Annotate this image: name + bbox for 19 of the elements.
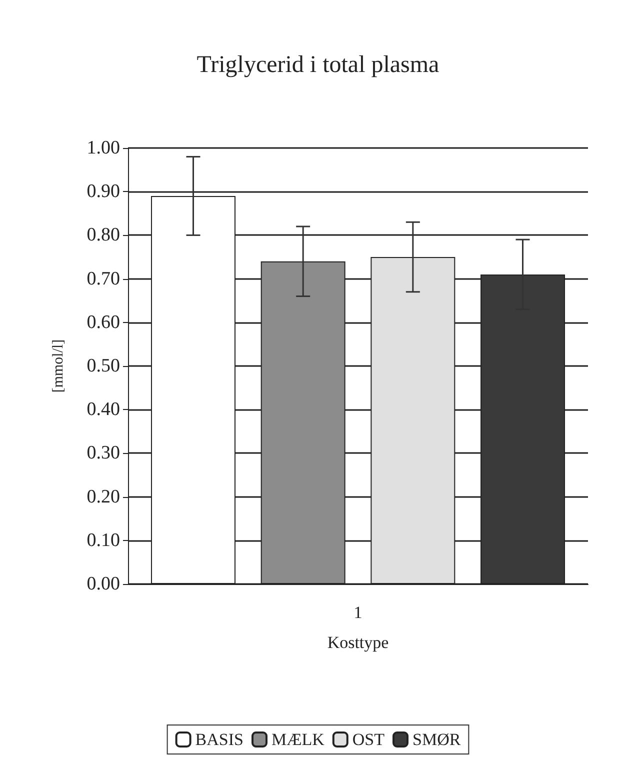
y-tick-label: 1.00 [86, 138, 120, 158]
y-tick-label: 0.90 [86, 181, 120, 202]
y-tick-label: 0.00 [86, 574, 120, 594]
y-tick-label: 0.60 [86, 312, 120, 333]
legend-label: OST [352, 730, 386, 749]
y-axis-title: [mmol/l] [50, 339, 66, 393]
y-tick-label: 0.40 [86, 399, 120, 420]
y-tick-label: 0.10 [86, 530, 120, 551]
y-tick-label: 0.80 [86, 224, 120, 246]
legend-label: MÆLK [271, 730, 326, 749]
y-tick-label: 0.70 [86, 268, 120, 290]
y-tick-label: 0.50 [86, 356, 120, 376]
y-tick-label: 0.30 [86, 442, 120, 464]
x-axis-title: Kosttype [327, 633, 389, 652]
legend-label: SMØR [412, 730, 462, 749]
legend-label: BASIS [195, 730, 244, 749]
x-tick-label: 1 [354, 603, 362, 622]
chart-title: Triglycerid i total plasma [196, 52, 440, 78]
y-tick-label: 0.20 [86, 486, 120, 508]
